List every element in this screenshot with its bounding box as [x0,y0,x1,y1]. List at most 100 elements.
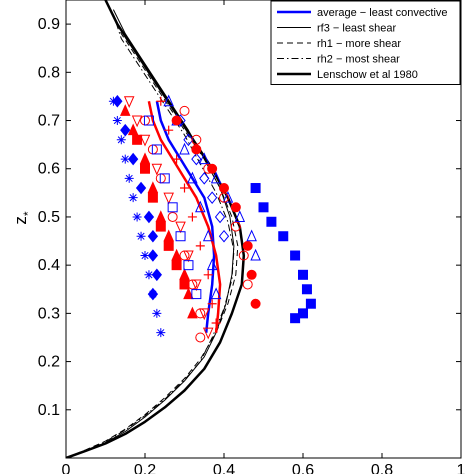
data-point-triangle-down [175,221,186,234]
data-point-asterisk [128,193,138,203]
data-point-triangle-up [195,200,206,213]
data-point-diamond [218,229,230,243]
data-point-plus [156,96,166,106]
series-line-average-red [147,100,222,333]
data-point-circle [171,115,182,126]
data-point-triangle-down [163,192,174,205]
data-point-diamond [147,229,159,243]
data-point-triangle-up [246,229,257,242]
y-tick-label: 0.8 [38,64,60,81]
data-point-square [159,173,170,184]
y-tick-label: 0.5 [38,209,60,226]
data-point-triangle-up [179,268,190,280]
data-point-circle [230,202,241,213]
data-point-circle [195,332,206,343]
data-point-asterisk [120,154,130,164]
data-point-triangle-down [123,96,135,108]
data-point-circle [207,163,218,174]
legend-label: rf3 − least shear [317,23,397,35]
data-point-triangle-up [163,94,174,107]
data-point-plus [172,154,182,164]
data-point-circle [238,250,249,261]
y-axis-label-subscript: * [21,211,35,216]
data-point-diamond [112,94,123,108]
data-point-circle [179,250,190,261]
data-point-square [266,216,277,227]
data-point-plus [164,125,174,135]
data-point-plus [207,299,217,309]
data-point-diamond [120,123,131,137]
data-point-circle [179,105,190,116]
data-point-square [151,144,162,155]
data-point-plus [211,318,221,328]
data-point-triangle-down [151,163,163,176]
data-point-diamond [183,133,194,147]
data-point-triangle-up [210,171,222,184]
data-point-triangle-up [222,190,234,203]
series-line-rf3 [66,9,235,458]
data-point-triangle-up [187,306,198,319]
legend-label: Lenschow et al 1980 [317,69,418,81]
data-point-square [298,269,308,280]
series-line-rh1 [66,14,239,458]
data-point-triangle-up [198,152,210,165]
legend-label: rh2 − most shear [317,54,400,66]
data-point-asterisk [112,116,122,126]
data-point-triangle-down [139,134,151,147]
data-point-plus [195,241,205,251]
data-point-triangle-up [147,181,159,194]
data-point-circle [203,163,214,174]
data-point-circle [195,308,206,319]
data-point-asterisk [124,173,134,183]
data-point-triangle-down [198,308,210,321]
data-point-square [163,240,174,251]
y-tick-label: 0.9 [38,16,60,33]
data-point-triangle-down [131,115,143,128]
data-point-square [183,260,194,271]
legend-label: rh1 − more shear [317,38,401,50]
axes-frame [65,0,462,459]
data-point-circle [242,279,253,290]
data-point-square [290,313,301,324]
data-point-diamond [214,210,226,224]
data-point-square [301,284,312,295]
data-point-circle [246,269,257,280]
data-point-triangle-up [179,142,190,155]
data-point-asterisk [156,328,166,338]
data-point-plus [203,270,213,280]
data-point-circle [155,173,166,184]
data-point-asterisk [116,135,126,145]
x-tick-label: 0 [62,462,71,474]
data-point-triangle-up [127,123,139,136]
x-tick-label: 0.8 [371,462,393,474]
data-point-square [147,192,158,203]
data-point-diamond [151,268,162,282]
y-tick-label: 0.7 [38,113,60,130]
data-point-diamond [199,172,210,185]
data-point-square [191,289,202,300]
data-point-asterisk [132,212,142,222]
data-point-diamond [147,249,159,262]
data-point-square [132,134,143,145]
data-point-square [175,231,186,242]
data-point-triangle-down [183,250,194,263]
data-point-asterisk [152,308,162,318]
data-point-triangle-up [206,258,218,271]
data-point-square [179,279,190,290]
data-point-square [258,202,269,213]
legend-label: average − least convective [317,7,448,19]
data-point-circle [242,240,253,251]
x-tick-label: 0.2 [134,462,156,474]
data-point-triangle-down [191,279,202,292]
data-point-square [167,202,178,213]
data-point-circle [219,183,229,194]
data-point-triangle-up [202,229,214,242]
y-tick-label: 0.3 [38,305,60,322]
data-point-square [143,115,154,126]
data-point-diamond [128,152,139,166]
data-point-triangle-up [163,229,174,242]
data-point-asterisk [144,270,154,280]
y-axis-label: z* [11,211,35,225]
data-point-asterisk [140,251,150,261]
